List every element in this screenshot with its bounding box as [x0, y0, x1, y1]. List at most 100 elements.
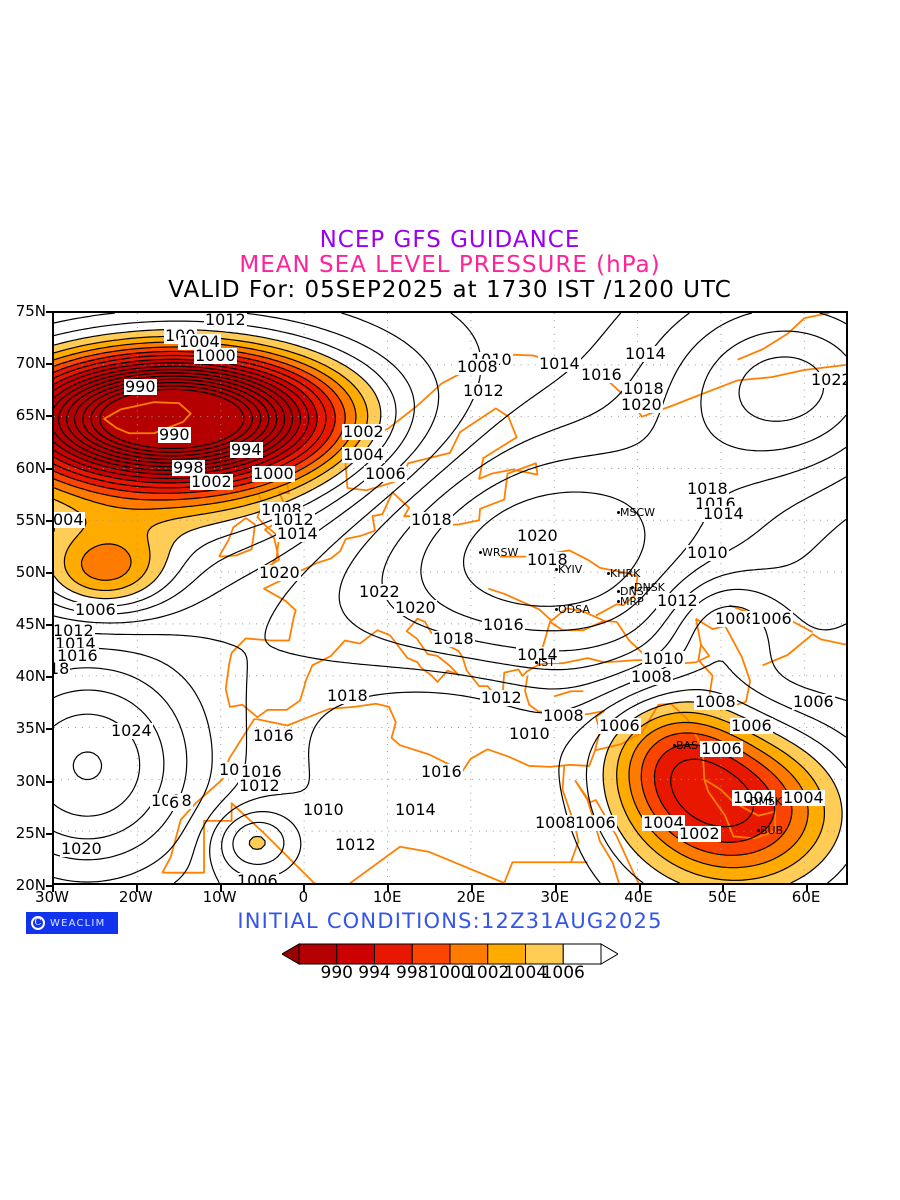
- coastline-orange: [553, 690, 584, 698]
- lat-tick-mark: [46, 885, 53, 887]
- colorbar-over-arrow: [600, 943, 618, 965]
- lat-tick-mark: [46, 676, 53, 679]
- lat-tick-40N: 40N: [15, 667, 46, 686]
- coastline-orange: [161, 718, 258, 874]
- lat-tick-65N: 65N: [15, 406, 46, 425]
- coastline-orange: [595, 576, 639, 617]
- lat-tick-60N: 60N: [15, 458, 46, 477]
- colorbar-tick-1000: 1000: [428, 963, 472, 983]
- lat-tick-30N: 30N: [15, 771, 46, 790]
- colorbar-tick-1006: 1006: [541, 963, 585, 983]
- lon-tick-mark: [52, 885, 54, 892]
- lon-tick-30W: 30W: [35, 888, 69, 906]
- isobar-998: [54, 350, 776, 843]
- lon-tick-20E: 20E: [456, 888, 486, 906]
- coastline-orange: [536, 607, 651, 666]
- lon-tick-60E: 60E: [791, 888, 821, 906]
- lon-tick-mark: [638, 885, 641, 892]
- lon-tick-mark: [554, 885, 557, 892]
- lat-tick-45N: 45N: [15, 615, 46, 634]
- lon-tick-mark: [387, 885, 390, 892]
- lat-tick-75N: 75N: [15, 302, 46, 320]
- isobar-978: [90, 385, 254, 453]
- isobar-1000: [54, 346, 793, 856]
- coastline-orange: [224, 617, 651, 719]
- lat-tick-mark: [46, 415, 53, 418]
- lon-tick-50E: 50E: [708, 888, 737, 906]
- isobar-988: [54, 369, 294, 471]
- lon-tick-mark: [303, 885, 306, 892]
- coastline-orange: [488, 587, 553, 622]
- lat-tick-mark: [46, 571, 53, 574]
- lon-tick-10W: 10W: [202, 888, 237, 906]
- initial-conditions-text: INITIAL CONDITIONS:12Z31AUG2025: [237, 909, 663, 933]
- colorbar: [282, 942, 618, 966]
- coastline-orange: [737, 313, 830, 361]
- colorbar-tick-labels: 990 994 998 1000 1002 1004 1006: [282, 963, 618, 985]
- isobar-1010: [54, 313, 846, 883]
- colorbar-cell: [562, 943, 602, 965]
- coastline-orange: [162, 802, 588, 883]
- colorbar-tick-990: 990: [320, 963, 353, 983]
- isobar-992: [54, 362, 310, 480]
- lat-tick-mark: [46, 780, 53, 783]
- lon-tick-30E: 30E: [540, 888, 570, 906]
- lat-tick-mark: [46, 728, 53, 731]
- lon-tick-mark: [806, 885, 809, 892]
- lon-tick-mark: [722, 885, 725, 892]
- colorbar-tick-1004: 1004: [503, 963, 548, 983]
- lat-tick-25N: 25N: [15, 823, 46, 842]
- lon-tick-0: 0: [298, 888, 309, 906]
- colorbar-tick-1002: 1002: [466, 963, 510, 983]
- colorbar-under-arrow: [282, 943, 300, 965]
- colorbar-cell: [449, 943, 489, 965]
- colorbar-tick-998: 998: [396, 963, 429, 983]
- isobar-1016: [54, 313, 846, 883]
- colorbar-cell: [525, 943, 564, 965]
- colorbar-cell: [336, 943, 375, 965]
- colorbar-cell: [298, 943, 338, 965]
- lon-tick-mark: [219, 885, 222, 892]
- lon-tick-20W: 20W: [118, 888, 153, 906]
- lon-tick-10E: 10E: [372, 888, 402, 906]
- coastline-orange: [703, 778, 777, 840]
- lat-tick-mark: [46, 363, 53, 366]
- lat-tick-70N: 70N: [15, 354, 46, 373]
- lat-tick-50N: 50N: [15, 562, 46, 581]
- lat-tick-mark: [46, 519, 53, 522]
- isobar-996: [54, 354, 755, 828]
- isobar-994: [54, 358, 318, 484]
- logo-label: WEACLIM: [50, 917, 106, 929]
- lon-tick-40E: 40E: [624, 888, 653, 906]
- coastline-orange: [224, 462, 539, 690]
- weaclim-logo: C WEACLIM: [26, 912, 118, 934]
- isobar-976: [99, 388, 245, 450]
- lat-tick-mark: [46, 624, 53, 627]
- lon-tick-mark: [470, 885, 473, 892]
- lon-tick-mark: [135, 885, 138, 892]
- lat-tick-mark: [46, 832, 53, 835]
- copyright-icon: C: [31, 916, 45, 930]
- lat-tick-20N: 20N: [15, 876, 46, 894]
- isobar-990: [54, 365, 302, 475]
- title-variable-line: MEAN SEA LEVEL PRESSURE (hPa): [239, 251, 661, 278]
- isobar-1014: [54, 313, 846, 883]
- lat-tick-55N: 55N: [15, 510, 46, 529]
- coastline-orange: [574, 779, 640, 883]
- lat-tick-35N: 35N: [15, 719, 46, 738]
- isobar-982: [73, 378, 270, 461]
- colorbar-cell: [411, 943, 451, 965]
- colorbar-cell: [374, 943, 413, 965]
- isobar-1024: [72, 356, 825, 781]
- colorbar-tick-994: 994: [358, 963, 391, 983]
- title-block: NCEP GFS GUIDANCE MEAN SEA LEVEL PRESSUR…: [0, 228, 900, 302]
- colorbar-cell: [487, 943, 526, 965]
- isobar-1022: [54, 330, 846, 817]
- map-canvas[interactable]: 1012 100 1004 1000 990 990 994 998 1002 1000 1002 1…: [52, 311, 848, 885]
- coastline-orange: [103, 401, 192, 435]
- lat-tick-mark: [46, 311, 53, 313]
- coastline-orange: [762, 633, 846, 667]
- title-model-line: NCEP GFS GUIDANCE: [319, 227, 581, 253]
- title-valid-time-line: VALID For: 05SEP2025 at 1730 IST /1200 U…: [168, 276, 732, 303]
